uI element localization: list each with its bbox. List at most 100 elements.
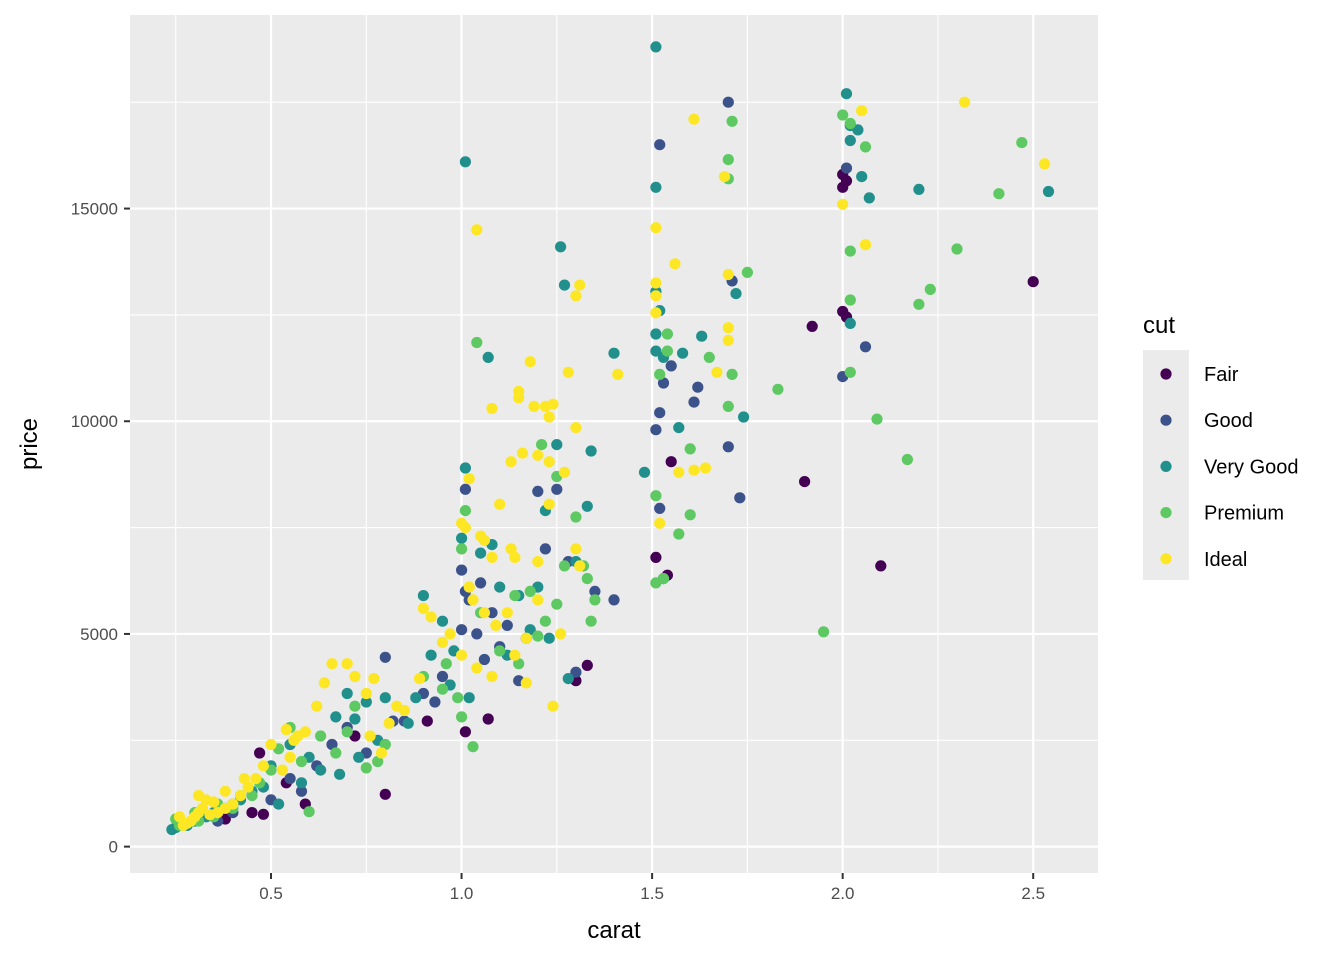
point-good	[665, 360, 677, 372]
point-ideal	[524, 356, 536, 368]
point-very-good	[543, 632, 555, 644]
point-premium	[844, 294, 856, 306]
point-ideal	[383, 717, 395, 729]
point-good	[471, 628, 483, 640]
point-premium	[513, 658, 525, 670]
point-premium	[379, 738, 391, 751]
point-premium	[585, 615, 597, 627]
point-ideal	[570, 543, 582, 555]
point-ideal	[486, 551, 498, 564]
data-points	[166, 41, 1055, 836]
legend-key-fair	[1160, 368, 1172, 380]
point-very-good	[863, 192, 875, 204]
point-very-good	[463, 692, 475, 704]
point-fair	[665, 456, 677, 468]
point-ideal	[574, 560, 586, 572]
point-premium	[509, 590, 521, 602]
point-very-good	[459, 156, 471, 168]
point-good	[654, 139, 666, 151]
point-ideal	[650, 277, 662, 289]
point-premium	[440, 658, 452, 670]
point-fair	[459, 726, 471, 738]
point-ideal	[570, 422, 582, 434]
point-premium	[436, 683, 449, 695]
point-ideal	[837, 198, 849, 210]
point-ideal	[532, 594, 544, 606]
point-ideal	[414, 673, 426, 685]
point-very-good	[844, 317, 856, 329]
point-ideal	[570, 290, 582, 302]
point-ideal	[532, 556, 544, 568]
point-premium	[844, 366, 856, 378]
point-ideal	[718, 171, 731, 183]
point-very-good	[852, 124, 864, 136]
point-good	[459, 483, 471, 495]
point-fair	[246, 807, 258, 819]
point-premium	[551, 598, 563, 610]
point-ideal	[505, 456, 517, 468]
point-very-good	[555, 241, 567, 253]
point-premium	[532, 630, 544, 642]
point-premium	[654, 368, 666, 380]
point-ideal	[375, 747, 388, 759]
point-ideal	[436, 636, 449, 649]
x-tick-label: 2.5	[1021, 884, 1045, 903]
point-ideal	[543, 456, 555, 468]
point-ideal	[856, 105, 868, 117]
y-axis-title: price	[16, 418, 43, 470]
x-tick-label: 1.5	[640, 884, 664, 903]
point-premium	[722, 400, 734, 412]
point-ideal	[456, 649, 468, 661]
point-premium	[657, 573, 670, 585]
point-premium	[673, 528, 685, 540]
point-very-good	[456, 532, 468, 544]
point-good	[501, 619, 513, 632]
point-premium	[726, 368, 738, 380]
point-good	[840, 162, 853, 174]
point-premium	[818, 626, 830, 638]
point-very-good	[840, 88, 853, 100]
point-ideal	[490, 619, 502, 632]
point-good	[722, 96, 734, 108]
point-ideal	[471, 224, 483, 236]
point-premium	[901, 453, 914, 466]
point-premium	[871, 413, 883, 425]
point-ideal	[463, 581, 475, 593]
point-fair	[581, 659, 593, 672]
point-ideal	[486, 670, 498, 683]
point-very-good	[524, 624, 536, 636]
point-very-good	[558, 279, 571, 291]
point-ideal	[459, 522, 471, 534]
point-ideal	[699, 462, 712, 474]
point-very-good	[459, 462, 471, 474]
point-very-good	[673, 422, 685, 434]
legend-title: cut	[1143, 312, 1175, 339]
point-very-good	[425, 649, 437, 661]
point-very-good	[417, 590, 429, 602]
point-premium	[341, 726, 353, 738]
point-ideal	[513, 392, 525, 404]
point-good	[570, 666, 582, 678]
point-premium	[589, 594, 601, 606]
point-ideal	[471, 662, 483, 674]
point-ideal	[238, 773, 250, 785]
point-ideal	[250, 773, 262, 785]
point-premium	[246, 790, 258, 802]
point-ideal	[204, 809, 216, 821]
point-ideal	[478, 607, 490, 619]
point-premium	[456, 711, 468, 723]
point-good	[436, 670, 449, 683]
point-very-good	[562, 673, 574, 685]
point-ideal	[368, 673, 380, 685]
point-very-good	[295, 777, 308, 789]
point-very-good	[330, 711, 342, 723]
point-ideal	[711, 366, 723, 378]
point-very-good	[410, 692, 422, 704]
point-very-good	[608, 347, 620, 359]
point-premium	[650, 490, 662, 502]
point-ideal	[326, 658, 338, 670]
point-very-good	[353, 751, 365, 763]
legend-key-ideal	[1160, 553, 1172, 565]
point-premium	[844, 245, 856, 257]
point-very-good	[334, 768, 346, 780]
